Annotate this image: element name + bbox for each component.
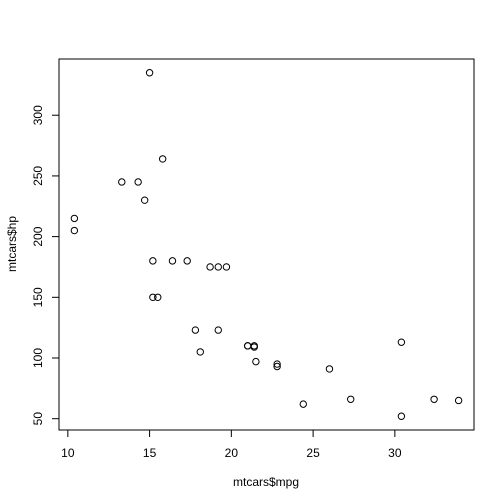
point: [145, 69, 154, 77]
point: [222, 263, 231, 271]
y-axis-label: mtcars$hp: [5, 216, 19, 272]
y-tick-label: 300: [31, 105, 45, 125]
point: [154, 293, 162, 302]
x-tick-label: 30: [388, 446, 402, 460]
point: [347, 395, 355, 403]
point: [430, 395, 438, 403]
point: [250, 343, 258, 351]
x-tick-label: 10: [61, 446, 75, 460]
point: [243, 342, 252, 350]
point: [183, 257, 191, 265]
x-tick-label: 25: [306, 446, 320, 460]
x-tick-label: 20: [225, 446, 239, 460]
y-tick-label: 250: [31, 166, 45, 186]
y-tick-label: 100: [31, 348, 45, 368]
point: [168, 257, 177, 265]
plot-box: [58, 58, 475, 431]
point: [214, 263, 222, 271]
point: [252, 357, 260, 366]
y-tick-label: 50: [31, 412, 45, 426]
point: [299, 400, 307, 408]
point: [70, 226, 79, 235]
point: [158, 155, 167, 163]
point: [196, 348, 204, 356]
point: [325, 365, 334, 373]
point: [273, 362, 281, 371]
x-axis-label: mtcars$mpg: [233, 475, 299, 489]
y-tick-label: 150: [31, 287, 45, 307]
point: [70, 214, 79, 223]
point: [149, 293, 157, 302]
point: [397, 412, 406, 420]
point: [214, 326, 222, 334]
y-tick-label: 200: [31, 226, 45, 246]
point: [134, 178, 142, 186]
point: [273, 360, 281, 368]
point: [397, 338, 406, 346]
point: [206, 263, 214, 271]
point: [191, 326, 200, 334]
point: [118, 178, 126, 186]
point: [140, 196, 149, 204]
point: [454, 396, 463, 405]
x-tick-label: 15: [143, 446, 157, 460]
point: [149, 257, 157, 265]
